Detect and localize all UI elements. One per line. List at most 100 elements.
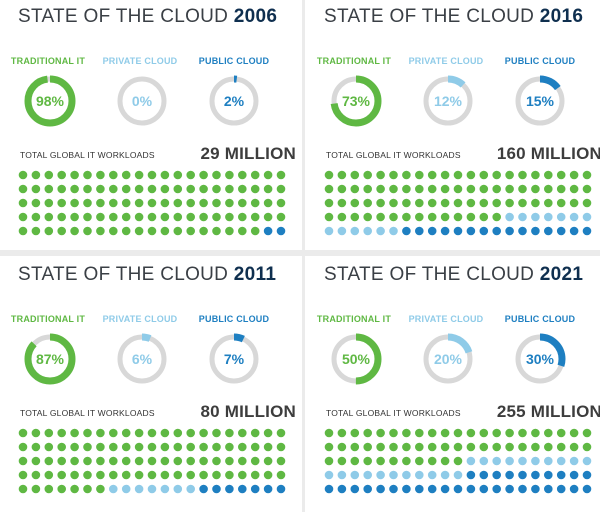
workload-dot — [263, 442, 273, 452]
workload-dot — [453, 484, 463, 494]
donut-value: 98% — [36, 93, 65, 109]
workload-dot — [160, 484, 170, 494]
workload-dot — [531, 428, 540, 438]
workload-dot — [276, 198, 286, 208]
workload-dot — [173, 184, 183, 194]
workload-dot — [582, 484, 592, 494]
donut-arc — [330, 75, 382, 127]
workload-dot — [337, 470, 347, 480]
workload-dot — [466, 470, 476, 480]
workload-dot — [57, 470, 66, 480]
donut-value: 87% — [36, 351, 65, 367]
workload-dot — [556, 470, 566, 480]
workload-dot — [31, 442, 41, 452]
workload-dot — [582, 428, 592, 438]
workload-dot — [238, 212, 247, 222]
workload-dot — [415, 456, 424, 466]
label-traditional: TRADITIONAL IT — [316, 56, 392, 66]
title-prefix: STATE OF THE CLOUD — [324, 6, 535, 27]
workload-dot — [556, 212, 566, 222]
workload-dot — [453, 170, 463, 180]
workload-dot — [250, 456, 260, 466]
donut-arc — [208, 75, 260, 127]
workload-dot — [134, 170, 144, 180]
workload-dot — [479, 212, 489, 222]
workload-dot — [324, 212, 334, 222]
workload-dot — [582, 470, 592, 480]
workload-dot — [147, 198, 157, 208]
workload-dot — [160, 428, 170, 438]
workload-dot — [134, 484, 144, 494]
workload-dot — [173, 212, 183, 222]
workload-dot — [544, 226, 553, 236]
workload-dot — [440, 212, 450, 222]
workload-dot — [376, 484, 385, 494]
workload-dot — [363, 212, 372, 222]
workload-dot — [134, 184, 144, 194]
workload-dot — [173, 170, 183, 180]
workloads-label: TOTAL GLOBAL IT WORKLOADS — [326, 150, 461, 160]
workload-dot — [324, 198, 334, 208]
workload-dot — [569, 198, 579, 208]
workload-dot — [427, 184, 437, 194]
horizontal-divider — [0, 250, 600, 256]
workload-dot — [531, 470, 540, 480]
donut-arc — [208, 333, 260, 385]
workload-dot — [453, 470, 463, 480]
workload-dot — [70, 442, 79, 452]
workload-dot — [402, 170, 411, 180]
workload-dot — [96, 226, 105, 236]
donut-value: 50% — [342, 351, 371, 367]
workload-dot — [479, 198, 489, 208]
workload-dot — [57, 428, 66, 438]
workload-dot — [83, 442, 92, 452]
donut-arc — [514, 333, 566, 385]
donut-value: 12% — [434, 93, 463, 109]
workload-dot — [109, 184, 118, 194]
workload-dot — [544, 198, 553, 208]
workload-dot — [556, 226, 566, 236]
workload-dot — [109, 428, 118, 438]
workload-dot — [531, 456, 540, 466]
workload-dot — [427, 456, 437, 466]
workload-dot — [350, 470, 360, 480]
workload-dot — [505, 212, 514, 222]
workload-dot — [44, 226, 54, 236]
workload-dot — [363, 184, 372, 194]
workload-dot — [18, 470, 28, 480]
workload-dot — [186, 442, 195, 452]
donut-private: 20% — [422, 333, 474, 385]
workload-dot — [376, 170, 385, 180]
workload-dot — [337, 484, 347, 494]
workload-dot — [70, 198, 79, 208]
workload-dot — [57, 212, 66, 222]
workload-dot — [324, 226, 334, 236]
workloads-value: 255 MILLION — [496, 402, 600, 421]
workload-dot — [225, 212, 234, 222]
workload-dot — [83, 170, 92, 180]
workload-dot-grid — [18, 170, 286, 236]
workload-dot — [160, 226, 170, 236]
workload-dot — [350, 170, 360, 180]
workload-dot — [263, 212, 273, 222]
workload-dot — [466, 442, 476, 452]
title-prefix: STATE OF THE CLOUD — [324, 264, 535, 285]
workload-dot — [83, 198, 92, 208]
workload-dot — [415, 184, 424, 194]
workload-dot — [160, 456, 170, 466]
workload-dot — [70, 428, 79, 438]
workload-dot — [44, 456, 54, 466]
workload-dot — [518, 226, 527, 236]
donut-public: 30% — [514, 333, 566, 385]
workload-dot — [582, 226, 592, 236]
workload-dot — [44, 428, 54, 438]
workload-dot — [83, 484, 92, 494]
workload-dot — [70, 212, 79, 222]
workloads-value: 160 MILLION — [496, 144, 600, 163]
workload-dot — [238, 442, 247, 452]
label-public: PUBLIC CLOUD — [504, 56, 576, 66]
donut-value: 0% — [132, 93, 153, 109]
donut-public: 2% — [208, 75, 260, 127]
workload-dot — [57, 484, 66, 494]
workload-dot — [544, 456, 553, 466]
